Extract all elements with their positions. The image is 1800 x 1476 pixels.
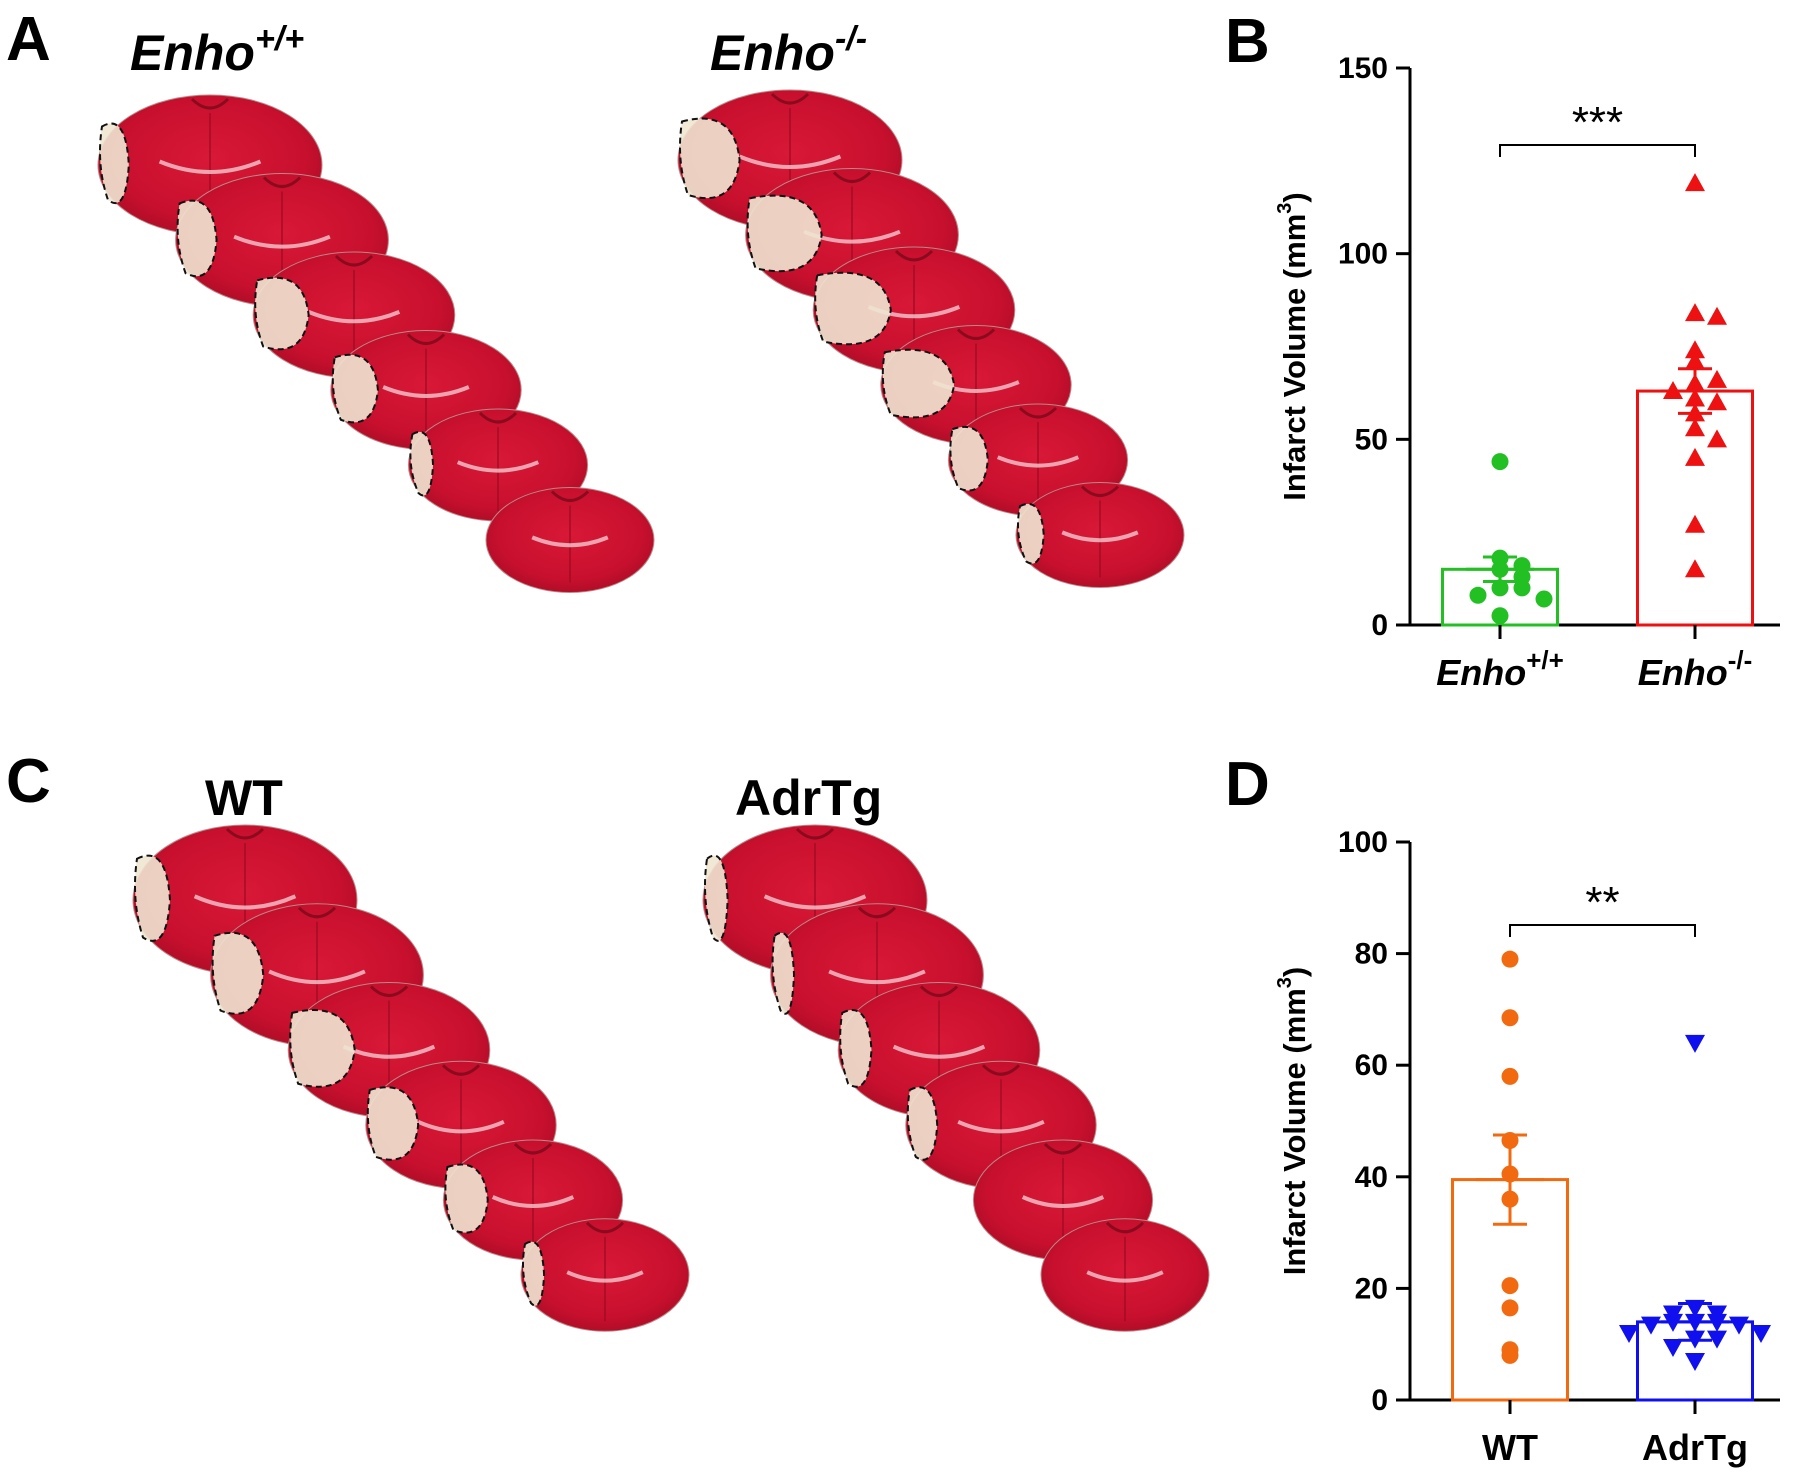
data-point — [1685, 351, 1705, 370]
data-point — [1729, 1316, 1749, 1335]
data-point — [1501, 1299, 1519, 1317]
y-tick-label: 100 — [1338, 826, 1388, 859]
y-tick-label: 20 — [1355, 1272, 1388, 1305]
data-point — [1619, 1325, 1639, 1344]
slicesC2-slice-6 — [1040, 1218, 1210, 1332]
brain-slices-enho-wt — [97, 94, 655, 593]
x-tick-label: WT — [1482, 1427, 1538, 1468]
data-point — [1707, 429, 1727, 448]
y-tick-label: 80 — [1355, 938, 1388, 971]
panel-a-letter: A — [6, 5, 51, 74]
data-point — [1663, 1338, 1683, 1357]
data-point — [1501, 1009, 1519, 1027]
slicesA2-slice-6 — [1015, 482, 1185, 588]
significance-stars: ** — [1585, 878, 1619, 927]
panel-c: C WT AdrTg — [6, 747, 1210, 1332]
significance-bracket — [1499, 144, 1696, 157]
panel-b-letter: B — [1225, 7, 1270, 76]
brain-slices-enho-ko — [677, 89, 1185, 588]
data-point — [1469, 586, 1487, 604]
data-point — [1501, 1067, 1519, 1085]
data-point — [1513, 579, 1531, 597]
y-tick-label: 0 — [1371, 609, 1388, 642]
data-point — [1685, 514, 1705, 533]
data-point — [1685, 173, 1705, 192]
data-point — [1501, 1277, 1519, 1295]
y-tick-label: 150 — [1338, 52, 1388, 85]
data-point — [1707, 306, 1727, 325]
data-point — [1707, 392, 1727, 411]
data-point — [1685, 1034, 1705, 1053]
data-point — [1685, 340, 1705, 359]
chart-b: B 0 50 100 150 Infarct Volume (mm3) Enho+/+ Enh… — [1225, 7, 1780, 693]
y-tick-label: 40 — [1355, 1161, 1388, 1194]
significance-stars: *** — [1572, 98, 1623, 147]
slicesA1-slice-6 — [485, 487, 655, 593]
data-point — [1751, 1325, 1771, 1344]
data-point — [1491, 453, 1509, 471]
panel-a: A Enho+/+ Enho-/- — [6, 5, 1185, 593]
panel-d-letter: D — [1225, 750, 1270, 819]
data-point — [1535, 590, 1553, 608]
data-point — [1501, 1346, 1519, 1364]
data-point — [1685, 303, 1705, 322]
brain-slices-wt — [132, 824, 690, 1332]
data-point — [1491, 579, 1509, 597]
y-axis-label: Infarct Volume (mm3) — [1274, 967, 1312, 1276]
y-tick-label: 100 — [1338, 238, 1388, 271]
panel-c-left-label: WT — [205, 770, 283, 826]
data-point — [1641, 1316, 1661, 1335]
panel-a-right-label: Enho-/- — [710, 20, 867, 81]
y-tick-label: 60 — [1355, 1049, 1388, 1082]
data-point — [1491, 607, 1509, 625]
panel-c-right-label: AdrTg — [735, 770, 882, 826]
data-point — [1707, 369, 1727, 388]
slicesC1-slice-6 — [520, 1218, 690, 1332]
chart-d: D 0 20 40 60 80 100 Infarct Volume (mm3) WT AdrTg… — [1225, 750, 1780, 1468]
data-point — [1685, 559, 1705, 578]
x-tick-label: Enho-/- — [1638, 645, 1753, 693]
panel-c-letter: C — [6, 747, 51, 816]
data-point — [1501, 950, 1519, 968]
significance-bracket — [1509, 924, 1696, 937]
y-tick-label: 0 — [1371, 1384, 1388, 1417]
y-axis-label: Infarct Volume (mm3) — [1274, 192, 1312, 501]
y-tick-label: 50 — [1355, 423, 1388, 456]
panel-a-left-label: Enho+/+ — [130, 20, 304, 81]
x-tick-label: Enho+/+ — [1436, 645, 1564, 693]
brain-slices-adrtg — [702, 824, 1210, 1332]
data-point — [1685, 418, 1705, 437]
data-point — [1685, 447, 1705, 466]
data-point — [1685, 1352, 1705, 1371]
data-point — [1707, 1330, 1727, 1349]
x-tick-label: AdrTg — [1642, 1427, 1748, 1468]
